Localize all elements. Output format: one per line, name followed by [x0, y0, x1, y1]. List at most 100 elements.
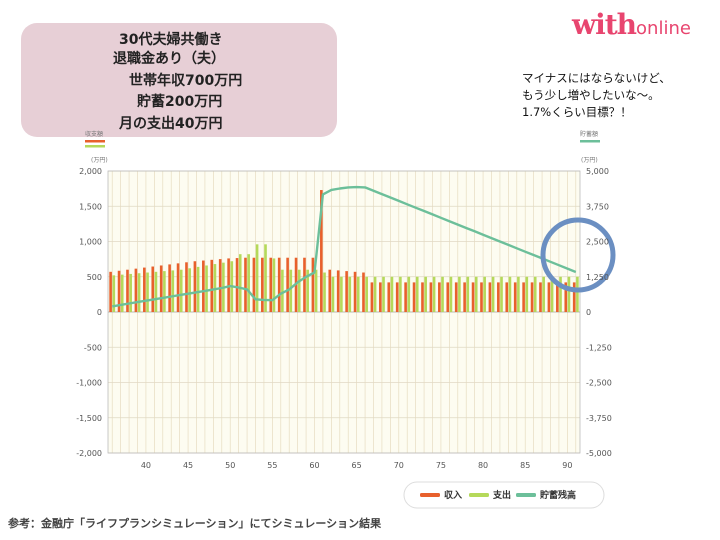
income-bar: [564, 282, 568, 312]
x-axis-tick-label: 65: [352, 461, 362, 470]
expense-bar: [474, 276, 478, 312]
legend-swatch: [420, 493, 440, 497]
profile-box: 30代夫婦共働き 退職金あり（夫） 世帯年収700万円 貯蓄200万円 月の支出…: [21, 23, 337, 137]
left-axis-tick-label: -2,000: [76, 449, 102, 458]
income-bar: [345, 271, 348, 312]
expense-bar: [314, 269, 318, 312]
expense-bar: [432, 276, 436, 312]
x-axis-tick-label: 60: [309, 461, 319, 470]
left-axis-tick-label: -1,500: [76, 414, 102, 423]
left-axis-tick-label: 500: [87, 273, 102, 282]
expense-bar: [491, 276, 495, 312]
expense-bar: [137, 273, 141, 312]
legend-swatch: [516, 493, 536, 497]
expense-bar: [415, 276, 419, 312]
legend-swatch: [469, 493, 489, 497]
income-bar: [244, 257, 247, 312]
income-bar: [227, 258, 230, 312]
expense-bar: [365, 276, 368, 312]
source-note: 参考：金融庁「ライフプランシミュレーション」にてシミュレーション結果: [8, 517, 382, 530]
expense-bar: [163, 271, 166, 312]
income-bar: [143, 267, 146, 312]
left-axis-tick-label: -1,000: [76, 379, 102, 388]
expense-bar: [129, 273, 132, 312]
expense-bar: [196, 266, 200, 312]
left-axis-tick-label: 2,000: [79, 167, 102, 176]
right-axis-tick-label: 2,500: [586, 238, 609, 247]
expense-bar: [112, 275, 116, 312]
expense-bar: [542, 276, 545, 312]
legend-label: 収入: [444, 489, 462, 501]
expense-bar: [567, 276, 571, 312]
left-axis-tick-label: 0: [97, 308, 102, 317]
left-axis-tick-label: -500: [84, 343, 102, 352]
right-axis-tick-label: -2,500: [586, 379, 612, 388]
x-axis-tick-label: 50: [225, 461, 235, 470]
income-bar: [336, 270, 340, 312]
expense-bar: [146, 272, 149, 312]
left-axis-label: 収支額: [85, 130, 103, 138]
right-axis-tick-label: 3,750: [586, 202, 609, 211]
logo-brand: with: [572, 8, 637, 41]
income-bar: [210, 259, 214, 312]
profile-line-spending: 月の支出40万円: [119, 116, 223, 132]
left-axis-tick-label: 1,000: [79, 238, 102, 247]
expense-bar: [331, 276, 335, 312]
x-axis-tick-label: 40: [141, 461, 151, 470]
income-bar: [539, 282, 542, 312]
expense-bar: [449, 276, 453, 312]
income-bar: [463, 282, 466, 312]
profile-line-retirement: 退職金あり（夫）: [113, 51, 225, 67]
income-bar: [126, 269, 129, 312]
income-bar: [328, 269, 332, 312]
logo-suffix: online: [636, 18, 691, 39]
right-axis-unit: (万円): [581, 157, 598, 164]
x-axis-tick-label: 70: [394, 461, 404, 470]
income-bar: [480, 282, 483, 312]
income-bar: [159, 265, 163, 312]
brand-logo: withonline: [572, 8, 704, 42]
right-axis-tick-label: 1,250: [586, 273, 609, 282]
right-axis-label: 貯蓄額: [580, 130, 598, 138]
expense-bar: [264, 244, 267, 312]
expense-bar: [399, 276, 402, 312]
left-axis-expense-swatch: [85, 145, 105, 148]
left-axis-unit: (万円): [91, 157, 108, 164]
expense-bar: [533, 276, 537, 312]
income-bar: [176, 263, 180, 312]
expense-bar: [340, 276, 343, 312]
expense-bar: [272, 258, 276, 312]
left-axis-tick-label: 1,500: [79, 202, 102, 211]
income-bar: [488, 282, 492, 312]
income-bar: [547, 282, 551, 312]
income-bar: [218, 259, 222, 312]
expense-bar: [188, 268, 191, 312]
income-bar: [395, 282, 399, 312]
x-axis-tick-label: 45: [183, 461, 193, 470]
income-bar: [404, 282, 407, 312]
expense-bar: [390, 276, 394, 312]
x-axis-tick-label: 55: [267, 461, 277, 470]
income-bar: [505, 282, 509, 312]
income-bar: [471, 282, 475, 312]
x-axis-tick-label: 85: [520, 461, 530, 470]
legend-label: 貯蓄残高: [540, 489, 576, 501]
income-bar: [530, 282, 534, 312]
profile-line-income: 世帯年収700万円: [129, 73, 243, 89]
income-bar: [513, 282, 517, 312]
income-bar: [117, 270, 121, 312]
expense-bar: [458, 276, 461, 312]
expense-bar: [483, 276, 486, 312]
income-bar: [252, 257, 256, 312]
expense-bar: [297, 269, 301, 312]
income-bar: [277, 257, 281, 312]
comment-line: マイナスにはならないけど、: [522, 71, 671, 85]
expense-bar: [255, 244, 259, 312]
expense-bar: [205, 265, 208, 312]
profile-line-family: 30代夫婦共働き: [119, 32, 223, 48]
income-bar: [362, 272, 365, 312]
income-bar: [387, 282, 391, 312]
income-bar: [421, 282, 424, 312]
income-bar: [286, 257, 289, 312]
income-bar: [168, 264, 171, 312]
